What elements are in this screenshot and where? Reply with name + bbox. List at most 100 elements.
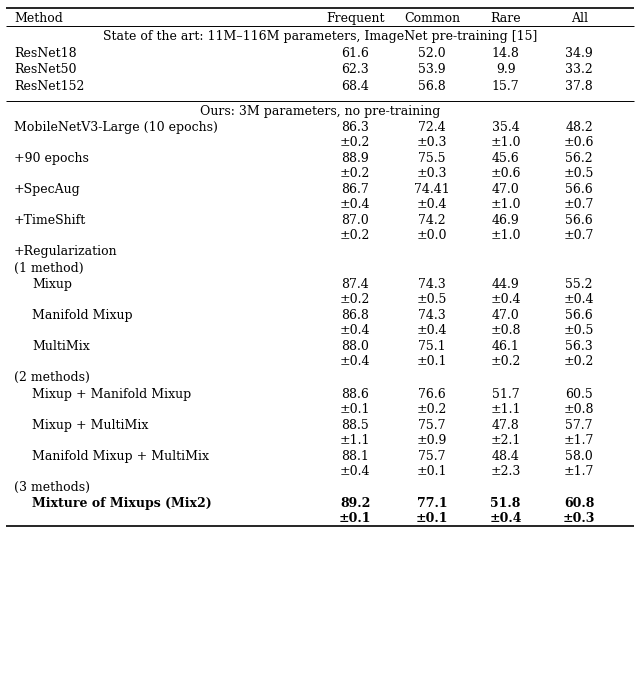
Text: ResNet152: ResNet152 (14, 79, 84, 93)
Text: 88.5: 88.5 (341, 419, 369, 432)
Text: 51.8: 51.8 (490, 497, 521, 510)
Text: Frequent: Frequent (326, 12, 385, 25)
Text: 14.8: 14.8 (492, 46, 520, 59)
Text: ±0.1: ±0.1 (416, 513, 448, 525)
Text: ±0.4: ±0.4 (340, 355, 371, 368)
Text: +90 epochs: +90 epochs (14, 152, 89, 165)
Text: 52.0: 52.0 (418, 46, 446, 59)
Text: 37.8: 37.8 (565, 79, 593, 93)
Text: MobileNetV3-Large (10 epochs): MobileNetV3-Large (10 epochs) (14, 121, 218, 134)
Text: Manifold Mixup + MultiMix: Manifold Mixup + MultiMix (32, 450, 209, 462)
Text: ±0.3: ±0.3 (417, 167, 447, 180)
Text: 61.6: 61.6 (341, 46, 369, 59)
Text: ±0.9: ±0.9 (417, 434, 447, 447)
Text: ±0.7: ±0.7 (564, 198, 595, 211)
Text: Ours: 3M parameters, no pre-training: Ours: 3M parameters, no pre-training (200, 104, 440, 117)
Text: All: All (571, 12, 588, 25)
Text: 53.9: 53.9 (418, 63, 446, 76)
Text: 56.6: 56.6 (565, 214, 593, 227)
Text: 74.2: 74.2 (418, 214, 446, 227)
Text: ResNet50: ResNet50 (14, 63, 77, 76)
Text: ±0.2: ±0.2 (417, 403, 447, 416)
Text: State of the art: 11M–116M parameters, ImageNet pre-training [15]: State of the art: 11M–116M parameters, I… (103, 30, 537, 43)
Text: 60.8: 60.8 (564, 497, 595, 510)
Text: 88.0: 88.0 (341, 340, 369, 353)
Text: 46.1: 46.1 (492, 340, 520, 353)
Text: ±0.8: ±0.8 (490, 325, 521, 337)
Text: ±0.4: ±0.4 (417, 198, 447, 211)
Text: 44.9: 44.9 (492, 278, 520, 291)
Text: 75.5: 75.5 (419, 152, 445, 165)
Text: 75.1: 75.1 (418, 340, 446, 353)
Text: ±0.1: ±0.1 (417, 465, 447, 478)
Text: 56.2: 56.2 (565, 152, 593, 165)
Text: 74.41: 74.41 (414, 183, 450, 196)
Text: ±0.2: ±0.2 (490, 355, 521, 368)
Text: 46.9: 46.9 (492, 214, 520, 227)
Text: 89.2: 89.2 (340, 497, 371, 510)
Text: 86.3: 86.3 (341, 121, 369, 134)
Text: +Regularization: +Regularization (14, 245, 118, 258)
Text: 86.8: 86.8 (341, 309, 369, 322)
Text: (1 method): (1 method) (14, 262, 84, 274)
Text: +SpecAug: +SpecAug (14, 183, 81, 196)
Text: Common: Common (404, 12, 460, 25)
Text: 58.0: 58.0 (565, 450, 593, 462)
Text: ±0.5: ±0.5 (564, 167, 595, 180)
Text: Mixup + Manifold Mixup: Mixup + Manifold Mixup (32, 388, 191, 401)
Text: 56.3: 56.3 (565, 340, 593, 353)
Text: ±0.1: ±0.1 (340, 403, 371, 416)
Text: 35.4: 35.4 (492, 121, 520, 134)
Text: ±0.4: ±0.4 (340, 198, 371, 211)
Text: 62.3: 62.3 (341, 63, 369, 76)
Text: ±1.0: ±1.0 (490, 137, 521, 149)
Text: 77.1: 77.1 (417, 497, 447, 510)
Text: 51.7: 51.7 (492, 388, 520, 401)
Text: 68.4: 68.4 (341, 79, 369, 93)
Text: 72.4: 72.4 (418, 121, 446, 134)
Text: 47.0: 47.0 (492, 183, 520, 196)
Text: 56.6: 56.6 (565, 183, 593, 196)
Text: 88.1: 88.1 (341, 450, 369, 462)
Text: Rare: Rare (490, 12, 521, 25)
Text: 86.7: 86.7 (341, 183, 369, 196)
Text: 33.2: 33.2 (565, 63, 593, 76)
Text: ±0.2: ±0.2 (340, 167, 371, 180)
Text: ±0.4: ±0.4 (490, 294, 521, 307)
Text: ±0.2: ±0.2 (340, 294, 371, 307)
Text: Mixup: Mixup (32, 278, 72, 291)
Text: 48.4: 48.4 (492, 450, 520, 462)
Text: Method: Method (14, 12, 63, 25)
Text: +TimeShift: +TimeShift (14, 214, 86, 227)
Text: 56.6: 56.6 (565, 309, 593, 322)
Text: ±0.2: ±0.2 (340, 137, 371, 149)
Text: (2 methods): (2 methods) (14, 371, 90, 384)
Text: Manifold Mixup: Manifold Mixup (32, 309, 132, 322)
Text: ±0.3: ±0.3 (563, 513, 595, 525)
Text: 48.2: 48.2 (565, 121, 593, 134)
Text: ±1.0: ±1.0 (490, 229, 521, 243)
Text: ±0.5: ±0.5 (564, 325, 595, 337)
Text: 9.9: 9.9 (496, 63, 515, 76)
Text: 87.4: 87.4 (341, 278, 369, 291)
Text: ±0.5: ±0.5 (417, 294, 447, 307)
Text: 87.0: 87.0 (341, 214, 369, 227)
Text: 15.7: 15.7 (492, 79, 520, 93)
Text: ±2.1: ±2.1 (490, 434, 521, 447)
Text: ±0.0: ±0.0 (417, 229, 447, 243)
Text: ±1.0: ±1.0 (490, 198, 521, 211)
Text: ±0.1: ±0.1 (417, 355, 447, 368)
Text: 45.6: 45.6 (492, 152, 520, 165)
Text: ±0.4: ±0.4 (340, 465, 371, 478)
Text: ±0.4: ±0.4 (490, 513, 522, 525)
Text: 57.7: 57.7 (566, 419, 593, 432)
Text: ResNet18: ResNet18 (14, 46, 77, 59)
Text: ±0.6: ±0.6 (490, 167, 521, 180)
Text: ±0.3: ±0.3 (417, 137, 447, 149)
Text: 74.3: 74.3 (418, 309, 446, 322)
Text: 55.2: 55.2 (566, 278, 593, 291)
Text: ±1.1: ±1.1 (340, 434, 371, 447)
Text: ±0.7: ±0.7 (564, 229, 595, 243)
Text: ±0.2: ±0.2 (340, 229, 371, 243)
Text: 76.6: 76.6 (418, 388, 446, 401)
